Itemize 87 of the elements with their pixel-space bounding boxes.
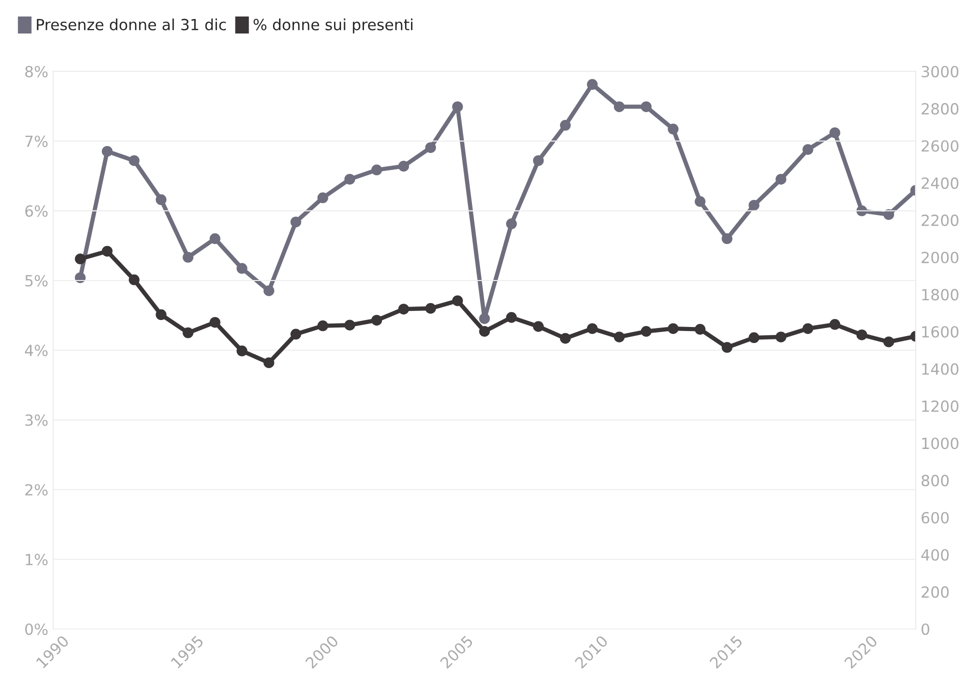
point bbox=[748, 200, 760, 211]
y2-tick-label: 2000 bbox=[922, 252, 958, 264]
y2-tick-label: 600 bbox=[922, 512, 949, 524]
y2-tick-label: 1200 bbox=[922, 400, 958, 412]
point bbox=[748, 332, 760, 344]
point bbox=[640, 101, 652, 112]
y-tick-label: 1% bbox=[26, 554, 48, 566]
point bbox=[452, 101, 463, 112]
point bbox=[317, 192, 328, 204]
point bbox=[586, 323, 598, 334]
y-tick-label: 6% bbox=[25, 205, 48, 217]
point bbox=[317, 320, 328, 332]
point bbox=[452, 295, 463, 306]
point bbox=[722, 233, 732, 244]
point bbox=[802, 144, 814, 155]
point bbox=[236, 263, 248, 274]
point bbox=[264, 285, 274, 296]
legend-label: Presenze donne al 31 dic bbox=[36, 18, 226, 30]
y2-tick-label: 2200 bbox=[922, 214, 958, 226]
y-tick-label: 7% bbox=[25, 136, 48, 148]
point bbox=[210, 233, 220, 244]
point bbox=[722, 342, 732, 353]
point bbox=[425, 142, 436, 153]
y2-tick-label: 3000 bbox=[922, 66, 958, 78]
y2-tick-label: 1400 bbox=[922, 363, 958, 375]
y-tick-label: 8% bbox=[25, 66, 48, 78]
point bbox=[586, 79, 598, 90]
y2-tick-label: 2600 bbox=[922, 140, 958, 152]
point bbox=[128, 274, 140, 286]
y2-tick-label: 1600 bbox=[922, 326, 958, 338]
y-tick-label: 3% bbox=[25, 414, 48, 426]
point bbox=[398, 160, 410, 172]
y2-tick-label: 200 bbox=[922, 586, 949, 598]
y2-tick-label: 400 bbox=[921, 549, 949, 561]
y2-tick-label: 2800 bbox=[922, 103, 958, 115]
point bbox=[533, 321, 544, 332]
point bbox=[614, 101, 625, 112]
point bbox=[560, 332, 571, 344]
point bbox=[776, 174, 786, 185]
point bbox=[694, 196, 706, 207]
y2-tick-label: 2400 bbox=[922, 177, 958, 189]
point bbox=[668, 323, 679, 334]
point bbox=[102, 146, 113, 157]
point bbox=[829, 319, 840, 330]
point bbox=[290, 216, 302, 228]
point bbox=[74, 254, 86, 264]
point bbox=[398, 304, 410, 314]
point bbox=[479, 313, 490, 324]
point bbox=[182, 252, 194, 263]
legend-label: % donne sui presenti bbox=[254, 18, 412, 34]
point bbox=[533, 155, 544, 166]
point bbox=[156, 194, 166, 206]
point bbox=[344, 174, 356, 185]
point bbox=[156, 309, 166, 320]
point bbox=[425, 303, 436, 314]
point bbox=[506, 312, 517, 323]
point bbox=[264, 357, 274, 368]
point bbox=[506, 218, 517, 230]
point bbox=[776, 332, 786, 342]
y2-tick-label: 0 bbox=[922, 623, 930, 636]
y-tick-label: 4% bbox=[24, 344, 48, 356]
point bbox=[640, 326, 652, 337]
point bbox=[290, 328, 302, 340]
point bbox=[668, 124, 679, 134]
point bbox=[74, 272, 86, 284]
point bbox=[694, 324, 706, 335]
point bbox=[614, 332, 625, 342]
y-tick-label: 0% bbox=[25, 623, 48, 636]
point bbox=[371, 164, 382, 176]
point bbox=[802, 323, 814, 334]
point bbox=[236, 346, 248, 356]
y2-tick-label: 1800 bbox=[922, 288, 958, 300]
point bbox=[856, 329, 868, 340]
point bbox=[371, 314, 382, 326]
point bbox=[560, 120, 571, 131]
point bbox=[210, 316, 220, 328]
point bbox=[182, 327, 194, 338]
y-tick-label: 5% bbox=[25, 274, 48, 287]
point bbox=[479, 326, 490, 337]
point bbox=[128, 155, 140, 166]
y-tick-label: 2% bbox=[25, 484, 48, 496]
y2-tick-label: 800 bbox=[922, 474, 949, 486]
point bbox=[829, 127, 840, 138]
point bbox=[883, 336, 894, 348]
y2-tick-label: 1000 bbox=[922, 438, 958, 450]
point bbox=[102, 246, 113, 257]
point bbox=[344, 320, 356, 330]
